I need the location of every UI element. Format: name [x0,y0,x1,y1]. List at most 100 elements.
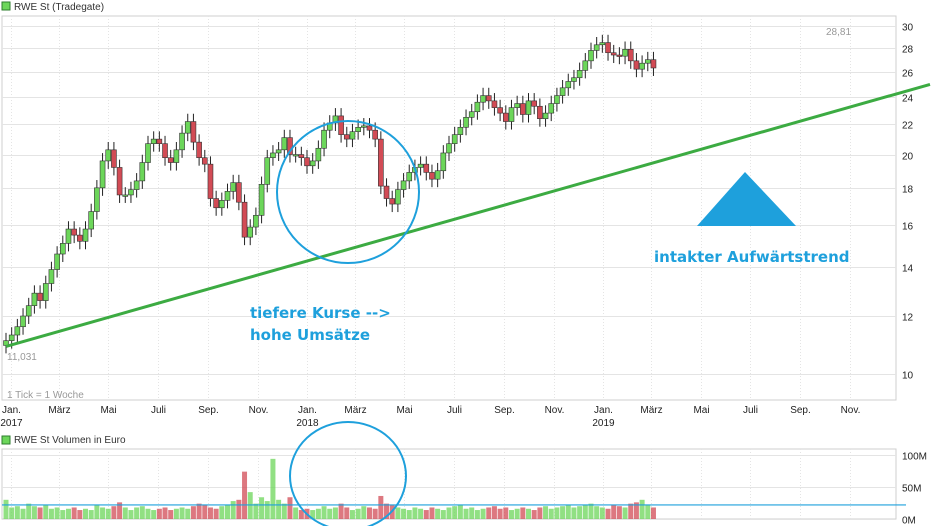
candle-up [548,103,555,114]
candle-up [474,101,481,113]
candle-up [514,103,520,108]
x-tick-label: März [48,405,70,416]
volume-bar [60,510,66,519]
candle-up [406,172,413,182]
x-tick-label: Sep. [198,405,219,416]
candle-up [8,334,15,341]
x-tick-year-label: 2019 [592,418,615,429]
low-value-label: 11,031 [7,352,37,363]
volume-bar [122,507,128,519]
highlight-circle-volume [289,421,407,526]
volume-bar [77,510,83,519]
candle-up [644,59,651,64]
volume-bar [43,504,49,519]
candle-up [65,228,72,244]
volume-bar [537,507,543,519]
candle-up [14,326,21,336]
high-value-label: 28,81 [826,27,851,38]
volume-bar [463,508,469,519]
price-y-tick-label: 10 [902,371,914,382]
candle-up [361,125,367,128]
volume-bar [225,504,230,519]
candle-up [451,134,458,144]
volume-bar [497,508,503,519]
volume-bar [162,507,168,519]
candle-up [554,95,560,104]
volume-bar [315,508,321,519]
volume-bar [628,503,634,519]
volume-bar [508,510,514,519]
candle-up [31,292,38,306]
x-tick-label: Juli [743,405,758,416]
volume-bar [202,504,208,519]
candle-up [440,152,447,172]
volume-bar [543,506,549,519]
volume-bar [190,506,196,519]
volume-bar [26,503,32,519]
candle-up [457,126,464,135]
volume-bar [179,507,185,519]
candle-up [480,95,486,103]
volume-bar [452,506,458,519]
candle-up [150,138,157,144]
candle-down [502,112,509,122]
candle-up [468,111,475,118]
volume-bar [327,508,333,519]
volume-bar [344,507,350,519]
candle-up [224,191,231,201]
volume-bar [582,504,588,519]
volume-bar [65,508,71,519]
volume-bar [20,508,26,519]
price-y-tick-label: 20 [902,152,914,163]
volume-bar [565,504,571,519]
volume-bar [207,507,213,519]
candle-down [520,103,526,115]
volume-y-tick-labels: 0M 50M 100M [902,452,927,526]
volume-bar [378,495,384,519]
candle-up [179,132,185,151]
volume-bar [633,502,639,519]
volume-bar [605,508,611,519]
candle-down [485,95,492,102]
volume-bar [145,508,151,519]
volume-bar [577,506,583,519]
volume-bar [372,508,378,519]
tick-note: 1 Tick = 1 Woche [7,390,84,401]
price-panel: 10 12 14 16 18 20 22 24 26 28 30 Jan. 2017 März Mai Ju… [0,1,931,429]
volume-bar [616,506,622,519]
candle-down [605,42,611,54]
candle-down [287,137,293,155]
candle-down [423,163,430,173]
volume-bar [185,508,191,519]
volume-bar [457,504,463,519]
x-tick-label: Nov. [841,405,861,416]
volume-bar [526,508,532,519]
price-y-tick-label: 18 [902,185,914,196]
volume-bar [139,506,145,519]
volume-panel: 0M 50M 100M RWE St Volumen in Euro [1,421,927,526]
volume-bar [310,510,316,519]
price-y-tick-label: 12 [902,313,914,324]
candles [3,34,657,354]
candle-up [576,70,583,79]
volume-bar [349,510,355,519]
candle-up [559,87,566,96]
candle-up [565,81,572,89]
volume-title: RWE St Volumen in Euro [14,435,126,446]
volume-bar [384,503,390,519]
volume-bar [3,499,9,519]
candle-down [236,182,242,203]
volume-bar [491,506,497,519]
volume-bar [111,506,117,519]
candle-down [241,201,248,238]
candle-up [128,189,134,196]
volume-bars [3,458,656,519]
volume-y-tick-label: 50M [902,484,921,495]
x-tick-label: Mai [396,405,412,416]
candle-down [627,49,634,62]
volume-bar [321,506,327,519]
candle-up [270,152,276,159]
x-tick-label: Sep. [790,405,811,416]
candle-up [145,143,151,163]
candle-up [264,157,271,185]
